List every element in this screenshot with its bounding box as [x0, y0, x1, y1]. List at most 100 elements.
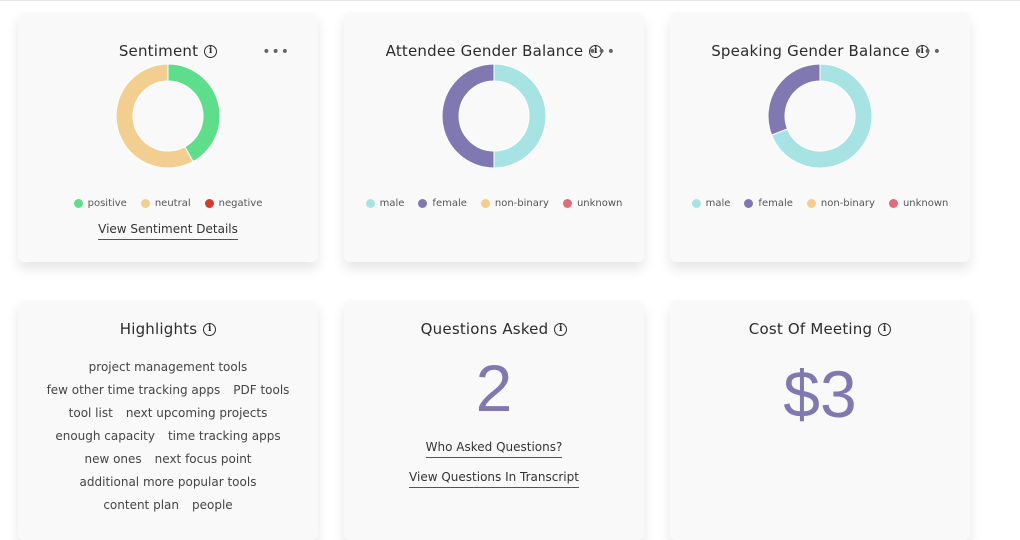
- sentiment-title: Sentiment: [118, 42, 199, 60]
- legend-label: negative: [218, 198, 263, 209]
- info-icon[interactable]: i: [915, 44, 929, 58]
- attendee-gender-title: Attendee Gender Balance: [385, 42, 584, 60]
- attendee-gender-donut-chart: [442, 64, 546, 168]
- info-icon[interactable]: i: [589, 44, 603, 58]
- highlight-phrase[interactable]: few other time tracking apps: [46, 383, 221, 397]
- legend-dot-icon: [140, 199, 150, 208]
- info-icon[interactable]: i: [204, 44, 218, 58]
- sentiment-card: Sentiment i ••• positive neutral negative …: [18, 12, 318, 262]
- more-horizontal-icon[interactable]: •••: [588, 44, 616, 60]
- speaking-gender-card: Speaking Gender Balance i ••• male female…: [670, 12, 970, 262]
- top-divider: [0, 0, 1020, 1]
- attendee-gender-title-row: Attendee Gender Balance i: [344, 42, 644, 60]
- who-asked-questions-label: Who Asked Questions?: [425, 440, 563, 458]
- view-questions-transcript-link[interactable]: View Questions In Transcript: [344, 470, 644, 488]
- attendee-legend-item-male[interactable]: male: [365, 198, 405, 209]
- view-sentiment-details-link[interactable]: View Sentiment Details: [18, 222, 318, 240]
- cost-card: Cost Of Meeting i $3: [670, 300, 970, 540]
- sentiment-legend-item-neutral[interactable]: neutral: [140, 198, 191, 209]
- highlight-phrase[interactable]: people: [191, 498, 233, 512]
- info-icon[interactable]: i: [554, 322, 568, 336]
- speaking-gender-legend: male female non-binary unknown: [670, 198, 970, 209]
- highlight-phrase[interactable]: enough capacity: [55, 429, 155, 443]
- view-questions-transcript-label: View Questions In Transcript: [409, 470, 579, 488]
- attendee-legend-item-non-binary[interactable]: non-binary: [480, 198, 549, 209]
- highlight-phrase[interactable]: project management tools: [88, 360, 248, 374]
- sentiment-slice-positive[interactable]: [167, 64, 220, 163]
- view-sentiment-details-label: View Sentiment Details: [98, 222, 238, 240]
- legend-dot-icon: [418, 199, 428, 208]
- legend-label: unknown: [576, 198, 623, 209]
- speaking-gender-title-row: Speaking Gender Balance i: [670, 42, 970, 60]
- highlight-phrase[interactable]: next upcoming projects: [125, 406, 268, 420]
- highlights-row: project management tools: [38, 356, 298, 379]
- info-icon[interactable]: i: [878, 322, 892, 336]
- highlights-title-row: Highlights i: [18, 320, 318, 338]
- cost-title-row: Cost Of Meeting i: [670, 320, 970, 338]
- questions-card: Questions Asked i 2 Who Asked Questions?…: [344, 300, 644, 540]
- questions-title-row: Questions Asked i: [344, 320, 644, 338]
- highlights-list: project management tools few other time t…: [38, 356, 298, 517]
- questions-count: 2: [475, 351, 513, 425]
- more-horizontal-icon[interactable]: •••: [262, 44, 290, 60]
- speaking-gender-title: Speaking Gender Balance: [711, 42, 910, 60]
- attendee-legend-item-female[interactable]: female: [418, 198, 467, 209]
- legend-dot-icon: [744, 199, 754, 208]
- highlight-phrase[interactable]: tool list: [68, 406, 113, 420]
- highlights-row: content plan people: [38, 494, 298, 517]
- speaking-gender-donut-chart: [768, 64, 872, 168]
- legend-label: non-binary: [820, 198, 875, 209]
- speaking-legend-item-female[interactable]: female: [744, 198, 793, 209]
- highlight-phrase[interactable]: additional more popular tools: [79, 475, 257, 489]
- legend-dot-icon: [73, 199, 83, 208]
- attendee-slice-male[interactable]: [493, 64, 546, 168]
- legend-label: non-binary: [494, 198, 549, 209]
- who-asked-questions-link[interactable]: Who Asked Questions?: [344, 440, 644, 458]
- legend-label: unknown: [902, 198, 949, 209]
- highlight-phrase[interactable]: new ones: [84, 452, 142, 466]
- cost-title: Cost Of Meeting: [748, 320, 873, 338]
- speaking-legend-item-non-binary[interactable]: non-binary: [806, 198, 875, 209]
- legend-label: female: [432, 198, 467, 209]
- legend-label: male: [379, 198, 405, 209]
- info-icon[interactable]: i: [203, 322, 217, 336]
- highlight-phrase[interactable]: content plan: [103, 498, 179, 512]
- legend-label: neutral: [154, 198, 191, 209]
- attendee-slice-female[interactable]: [442, 64, 495, 168]
- highlights-row: new ones next focus point: [38, 448, 298, 471]
- highlights-row: tool list next upcoming projects: [38, 402, 298, 425]
- legend-dot-icon: [691, 199, 701, 208]
- sentiment-title-row: Sentiment i: [18, 42, 318, 60]
- attendee-legend-item-unknown[interactable]: unknown: [562, 198, 623, 209]
- legend-dot-icon: [562, 199, 572, 208]
- highlights-title: Highlights: [119, 320, 198, 338]
- attendee-gender-legend: male female non-binary unknown: [344, 198, 644, 209]
- highlights-card: Highlights i project management tools few…: [18, 300, 318, 540]
- cost-value: $3: [783, 357, 857, 431]
- sentiment-legend: positive neutral negative: [18, 198, 318, 209]
- legend-label: positive: [87, 198, 127, 209]
- highlight-phrase[interactable]: next focus point: [154, 452, 252, 466]
- sentiment-slice-neutral[interactable]: [116, 64, 194, 168]
- sentiment-donut-chart: [116, 64, 220, 168]
- legend-dot-icon: [806, 199, 816, 208]
- sentiment-legend-item-negative[interactable]: negative: [204, 198, 263, 209]
- legend-dot-icon: [204, 199, 214, 208]
- speaking-slice-female[interactable]: [768, 64, 821, 136]
- legend-dot-icon: [888, 199, 898, 208]
- more-horizontal-icon[interactable]: •••: [914, 44, 942, 60]
- highlights-row: few other time tracking apps PDF tools: [38, 379, 298, 402]
- highlight-phrase[interactable]: time tracking apps: [167, 429, 281, 443]
- speaking-legend-item-male[interactable]: male: [691, 198, 731, 209]
- legend-dot-icon: [365, 199, 375, 208]
- speaking-legend-item-unknown[interactable]: unknown: [888, 198, 949, 209]
- sentiment-legend-item-positive[interactable]: positive: [73, 198, 127, 209]
- speaking-slice-male[interactable]: [771, 64, 872, 168]
- questions-title: Questions Asked: [420, 320, 549, 338]
- highlights-row: enough capacity time tracking apps: [38, 425, 298, 448]
- attendee-gender-card: Attendee Gender Balance i ••• male female…: [344, 12, 644, 262]
- highlight-phrase[interactable]: PDF tools: [233, 383, 290, 397]
- legend-label: male: [705, 198, 731, 209]
- highlights-row: additional more popular tools: [38, 471, 298, 494]
- legend-dot-icon: [480, 199, 490, 208]
